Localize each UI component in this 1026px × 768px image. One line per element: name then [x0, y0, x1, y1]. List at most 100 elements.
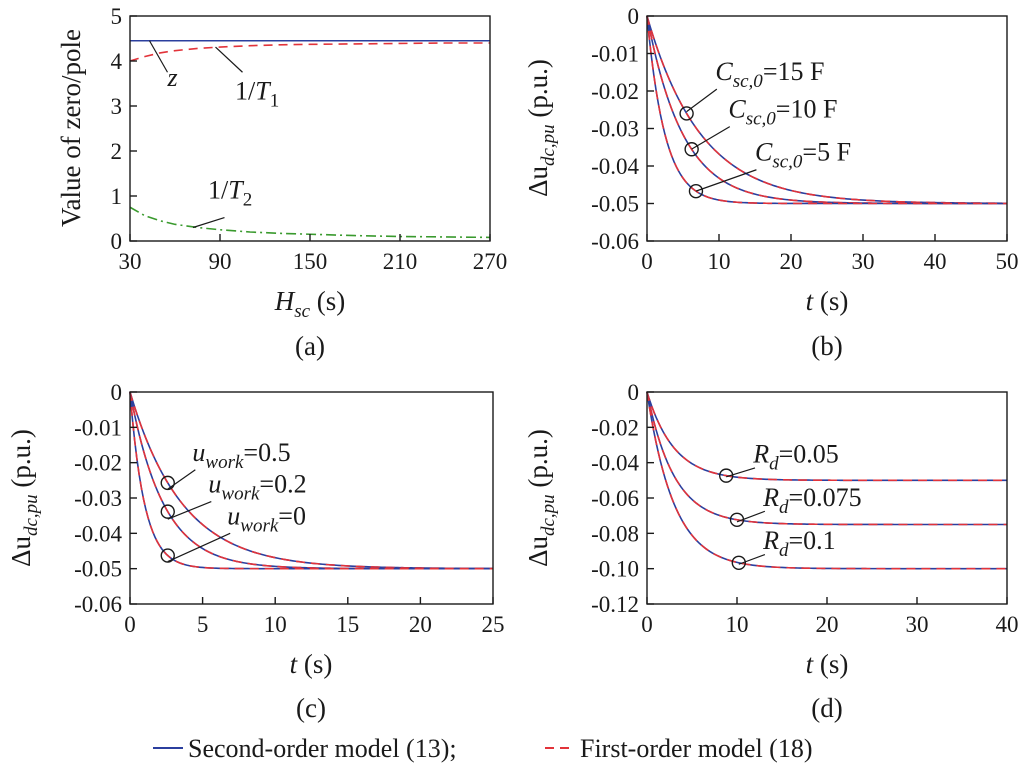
panel-a-series-dashdot-2: [129, 206, 491, 239]
panel-d-curve-solid-0: [646, 391, 1007, 482]
panel-b-x-axis-title: t (s): [806, 286, 849, 316]
panel-b-marker-2: [688, 183, 704, 199]
panel-c-leader-u05: [167, 469, 196, 490]
panel-b-ytick-label-4: -0.04: [591, 154, 639, 179]
panel-b-ytick-label-6: -0.06: [591, 229, 639, 254]
panel-c-x-axis-title: t (s): [290, 649, 333, 679]
panel-a-ytick-label-0: 0: [111, 229, 123, 254]
panel-b-ytick-label-3: -0.03: [591, 117, 639, 142]
panel-a-frame: [129, 15, 491, 242]
panel-c-ytick-label-4: -0.04: [74, 521, 122, 546]
panel-d-marker-0: [719, 468, 734, 483]
panel-c-xtick-label-2: 10: [264, 612, 287, 637]
panel-d-label: (d): [811, 693, 842, 723]
panel-a-annotation-t2: 1/T2: [208, 175, 252, 210]
panel-a-leader-t2: [192, 217, 225, 229]
panel-c-annotation-u05: uwork=0.5: [192, 438, 290, 473]
panel-b-xtick-label-0: 0: [641, 249, 653, 274]
panel-b: 0 10 20 30 40 50 0 -0.01 -0.02 -0.03 -0.04 -0.05 -0.…: [523, 4, 1019, 361]
panel-a-ticks: 30 90 150 210 270 0 1 2 3 4 5: [111, 4, 508, 274]
panel-c-curve-dashed-0: [129, 391, 494, 570]
panel-c-ytick-label-5: -0.05: [74, 557, 122, 582]
panel-d-x-axis-title: t (s): [806, 649, 849, 679]
panel-c-plot-area: [129, 391, 494, 570]
panel-c-label: (c): [296, 693, 326, 723]
panel-d-ytick-label-1: -0.02: [591, 415, 639, 440]
panel-d-xtick-label-2: 20: [816, 612, 839, 637]
panel-d-leader-r0075: [736, 510, 766, 523]
panel-b-frame: [646, 15, 1008, 242]
panel-c-curve-solid-2: [129, 391, 493, 570]
panel-d-ytick-label-3: -0.06: [591, 486, 639, 511]
panel-b-annotation-c15: Csc,0=15 F: [715, 57, 824, 92]
panel-b-annotation-c5: Csc,0=5 F: [755, 137, 851, 172]
panel-b-ytick-label-2: -0.02: [591, 79, 639, 104]
panel-a-ytick-label-3: 3: [111, 94, 123, 119]
panel-a-xtick-label-1: 90: [209, 249, 232, 274]
panel-b-ytick-label-0: 0: [628, 4, 640, 29]
panel-d-xtick-label-4: 40: [996, 612, 1019, 637]
panel-b-annotation-c10: Csc,0=10 F: [728, 94, 837, 129]
panel-a-xtick-label-0: 30: [119, 249, 142, 274]
panel-c-xtick-label-1: 5: [197, 612, 209, 637]
legend-solid-label: Second-order model (13);: [188, 734, 457, 763]
panel-d-ytick-label-2: -0.04: [591, 451, 639, 476]
panel-c-curve-dashed-1: [129, 391, 493, 570]
panel-c-frame: [129, 391, 494, 605]
panel-b-leader-c15: [686, 88, 718, 113]
panel-c-xtick-label-0: 0: [124, 612, 136, 637]
panel-a-annotation-z: z: [167, 63, 178, 92]
panel-c-marker-2: [160, 548, 175, 563]
panel-b-ytick-label-1: -0.01: [591, 42, 639, 67]
panel-d-ytick-label-5: -0.10: [591, 557, 639, 582]
panel-b-xtick-label-5: 50: [996, 249, 1019, 274]
panel-b-y-axis-title: Δudc,pu (p.u.): [523, 59, 559, 197]
panel-b-xtick-label-4: 40: [924, 249, 947, 274]
legend: Second-order model (13); First-order mod…: [153, 734, 813, 763]
panel-d-xtick-label-3: 30: [906, 612, 929, 637]
panel-a-leader-z: [148, 40, 169, 73]
panel-a-ytick-label-2: 2: [111, 139, 123, 164]
panel-a-ytick-label-5: 5: [111, 4, 123, 29]
panel-c-marker-1: [160, 504, 175, 519]
panel-c-curve-solid-1: [129, 391, 493, 570]
panel-d-ticks: 0 10 20 30 40 0 -0.02 -0.04 -0.06 -0.08 -0.10 -0.12: [591, 380, 1018, 637]
panel-c-xtick-label-5: 25: [482, 612, 505, 637]
panel-b-leader-c5: [695, 169, 757, 192]
panel-b-ytick-label-5: -0.05: [591, 192, 639, 217]
panel-d-plot-area: [646, 391, 1007, 570]
panel-c-ytick-label-1: -0.01: [74, 415, 122, 440]
panel-c-y-axis-title: Δudc,pu (p.u.): [6, 429, 42, 567]
panel-d-marker-2: [731, 555, 746, 570]
panel-d-ytick-label-4: -0.08: [591, 521, 639, 546]
panel-d-ytick-label-6: -0.12: [591, 592, 639, 617]
panel-a-ytick-label-1: 1: [111, 184, 123, 209]
panel-c-leader-u0: [167, 532, 231, 563]
panel-d-xtick-label-1: 10: [726, 612, 749, 637]
panel-b-leader-c10: [691, 126, 731, 150]
panel-d-leader-r005: [726, 467, 756, 478]
panel-d-annotations: Rd=0.05 Rd=0.075 Rd=0.1: [726, 440, 862, 565]
panel-d-curve-dashed-2: [646, 391, 1007, 570]
panel-a-xtick-label-3: 210: [383, 249, 418, 274]
panel-a-leader-t1: [215, 46, 243, 73]
panel-b-xtick-label-1: 10: [708, 249, 731, 274]
panel-a: 30 90 150 210 270 0 1 2 3 4 5 z 1/T1 1/T2 Value of z…: [56, 4, 507, 361]
panel-d-y-axis-title: Δudc,pu (p.u.): [523, 429, 559, 567]
panel-a-annotation-t1: 1/T1: [235, 76, 279, 111]
panel-c-ytick-label-6: -0.06: [74, 592, 122, 617]
panel-d-ytick-label-0: 0: [628, 380, 640, 405]
panel-a-annotations: z 1/T1 1/T2: [148, 40, 279, 229]
panel-b-ticks: 0 10 20 30 40 50 0 -0.01 -0.02 -0.03 -0.04 -0.05 -0.…: [591, 4, 1018, 274]
panel-c-annotation-u02: uwork=0.2: [208, 470, 306, 505]
panel-c-leader-u02: [167, 500, 212, 520]
panel-d: 0 10 20 30 40 0 -0.02 -0.04 -0.06 -0.08 -0.10 -0.12…: [523, 380, 1019, 723]
panel-b-marker-0: [679, 106, 694, 121]
panel-c-marker-0: [160, 475, 175, 491]
panel-c-ytick-label-2: -0.02: [74, 451, 122, 476]
panel-c-ticks: 0 5 10 15 20 25 0 -0.01 -0.02 -0.03 -0.04 -0.05 -0.0…: [74, 380, 504, 637]
panel-a-y-axis-title: Value of zero/pole: [56, 29, 86, 227]
panel-d-annotation-r005: Rd=0.05: [752, 440, 839, 475]
